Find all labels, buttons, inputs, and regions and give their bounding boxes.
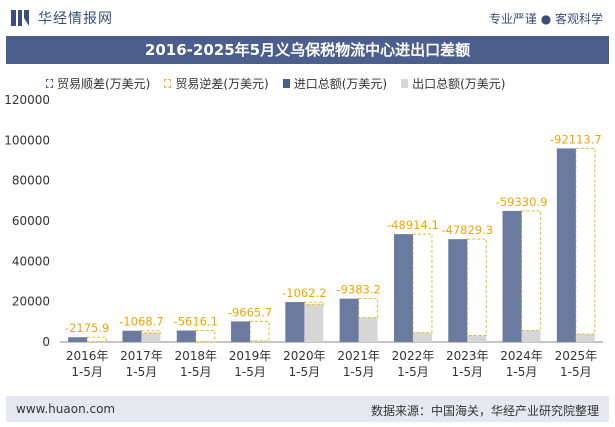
legend-label-import: 进口总额(万美元) [293,77,388,91]
chart-legend: 贸易顺差(万美元) 贸易逆差(万美元) 进口总额(万美元) 出口总额(万美元) [46,75,520,92]
x-tick-label: 1-5月 [451,365,483,379]
x-tick-label: 2021年 [337,349,380,363]
brand-name: 华经情报网 [38,11,113,27]
y-tick-label: 100000 [4,133,50,147]
legend-swatch-import [282,79,290,88]
x-tick-label: 2016年 [66,349,109,363]
legend-item-import[interactable]: 进口总额(万美元) [282,75,388,92]
import-bar [68,337,88,342]
import-bar [393,234,413,342]
footer: www.huaon.com 数据来源：中国海关，华经产业研究院整理 [6,396,609,422]
x-tick-label: 1-5月 [180,365,212,379]
deficit-bar [575,147,596,335]
deficit-bar [303,301,324,305]
top-bar: 华经情报网 专业严谨 ● 客观科学 [0,0,615,36]
deficit-bar [249,320,270,342]
export-bar [521,330,541,342]
x-tick-label: 1-5月 [289,365,321,379]
legend-item-export[interactable]: 出口总额(万美元) [401,75,506,92]
x-tick-label: 1-5月 [71,365,103,379]
x-tick-label: 1-5月 [397,365,429,379]
bar-chart: 0 20000 40000 60000 80000 100000 120000 -2175.9… [4,93,603,379]
export-bar [575,334,595,342]
legend-swatch-deficit [164,79,172,88]
deficit-bar [412,233,433,334]
x-tick-label: 2022年 [392,349,435,363]
legend-swatch-surplus [46,79,53,88]
chart-title: 2016-2025年5月义乌保税物流中心进出口差额 [6,36,609,64]
deficit-bar [140,330,161,334]
deficit-data-label: -9383.2 [336,283,380,297]
deficit-data-label: -48914.1 [387,218,439,232]
deficit-data-label: -5616.1 [174,315,218,329]
deficit-data-label: -2175.9 [65,321,109,335]
x-tick-label: 2023年 [446,349,489,363]
y-tick-label: 60000 [12,214,50,228]
deficit-bar [521,210,542,332]
deficit-data-label: -59330.9 [496,195,548,209]
deficit-bar [466,238,487,337]
import-bar [448,239,468,342]
x-tick-label: 2025年 [555,349,598,363]
export-bar [304,304,324,342]
legend-label-export: 出口总额(万美元) [412,77,506,91]
legend-item-surplus[interactable]: 贸易顺差(万美元) [46,75,150,92]
legend-swatch-export [401,79,409,88]
legend-item-deficit[interactable]: 贸易逆差(万美元) [164,75,269,92]
export-bar [358,317,378,342]
x-tick-label: 1-5月 [126,365,158,379]
y-tick-label: 0 [42,335,50,349]
export-bar [467,335,487,342]
deficit-bar [86,336,107,343]
y-tick-label: 20000 [12,295,50,309]
deficit-data-label: -47829.3 [441,223,493,237]
y-tick-label: 40000 [12,254,50,268]
x-tick-label: 2024年 [500,349,543,363]
x-tick-label: 2020年 [283,349,326,363]
import-bar [122,330,142,342]
x-tick-label: 1-5月 [560,365,592,379]
x-tick-label: 1-5月 [343,365,375,379]
deficit-data-label: -92113.7 [550,132,602,146]
import-bar [339,298,359,342]
footer-source: 数据来源：中国海关，华经产业研究院整理 [370,404,599,418]
import-bar [502,210,522,342]
x-tick-label: 2019年 [229,349,272,363]
deficit-bar [195,330,216,343]
deficit-data-label: -1068.7 [119,315,163,329]
brand[interactable]: 华经情报网 [10,8,113,28]
import-bar [231,321,251,342]
y-tick-label: 120000 [4,93,50,107]
y-tick-label: 80000 [12,174,50,188]
deficit-bar [358,298,379,319]
slogan: 专业严谨 ● 客观科学 [488,12,603,26]
huajing-logo-icon [11,10,29,26]
legend-label-surplus: 贸易顺差(万美元) [57,77,151,91]
x-tick-label: 2017年 [120,349,163,363]
import-bar [556,148,576,342]
legend-label-deficit: 贸易逆差(万美元) [175,77,269,91]
export-bar [412,332,432,342]
x-tick-label: 2018年 [174,349,217,363]
x-tick-label: 1-5月 [506,365,538,379]
x-tick-label: 1-5月 [234,365,266,379]
export-bar [250,340,270,342]
deficit-data-label: -9665.7 [228,305,272,319]
import-bar [176,330,196,342]
deficit-data-label: -1062.2 [282,286,326,300]
export-bar [141,332,161,342]
footer-website[interactable]: www.huaon.com [16,402,116,416]
import-bar [285,302,305,342]
